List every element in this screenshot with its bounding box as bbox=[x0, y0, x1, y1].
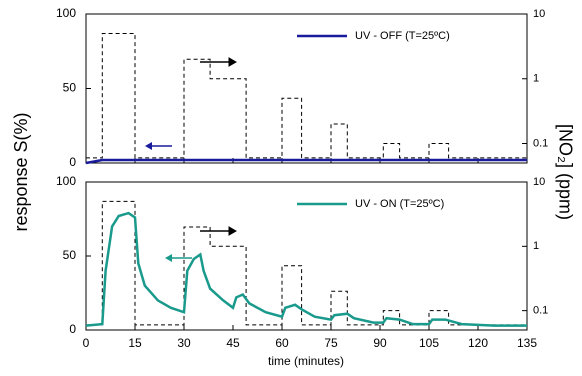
concentration-line bbox=[86, 200, 527, 326]
x-tick-label: 15 bbox=[128, 336, 142, 350]
y2-tick-label: 0.1 bbox=[533, 305, 548, 317]
x-tick-label: 75 bbox=[324, 336, 338, 350]
y2-axis-label: [NO₂] (ppm) bbox=[555, 124, 575, 220]
response-line bbox=[85, 211, 527, 327]
axis-arrows bbox=[200, 57, 238, 236]
x-tick-label: 0 bbox=[83, 336, 90, 350]
axis-arrows-left bbox=[145, 142, 192, 262]
x-tick-label: 105 bbox=[419, 336, 439, 350]
y2-tick-label: 0.1 bbox=[533, 137, 548, 149]
legend-label: UV - OFF (T=25ºC) bbox=[355, 30, 450, 42]
legend-label: UV - ON (T=25ºC) bbox=[355, 198, 444, 210]
y-tick-label: 0 bbox=[69, 155, 76, 169]
x-tick-label: 135 bbox=[517, 336, 537, 350]
y2-tick-label: 1 bbox=[533, 73, 539, 85]
x-tick-label: 45 bbox=[226, 336, 240, 350]
y-tick-label: 50 bbox=[63, 248, 77, 262]
y2-tick-label: 10 bbox=[533, 176, 545, 188]
x-axis-label: time (minutes) bbox=[268, 354, 344, 368]
y-tick-label: 50 bbox=[63, 81, 77, 95]
x-tick-label: 30 bbox=[177, 336, 191, 350]
y-tick-label: 100 bbox=[56, 174, 76, 188]
y-tick-label: 0 bbox=[69, 322, 76, 336]
y2-tick-label: 1 bbox=[533, 240, 539, 252]
y2-tick-label: 10 bbox=[533, 8, 545, 20]
x-tick-label: 90 bbox=[373, 336, 387, 350]
x-tick-label: 120 bbox=[468, 336, 488, 350]
x-tick-label: 60 bbox=[275, 336, 289, 350]
y-tick-label: 100 bbox=[56, 6, 76, 20]
response-line bbox=[85, 158, 527, 165]
y-axis-label: response S(%) bbox=[11, 112, 31, 231]
concentration-line bbox=[86, 33, 527, 159]
